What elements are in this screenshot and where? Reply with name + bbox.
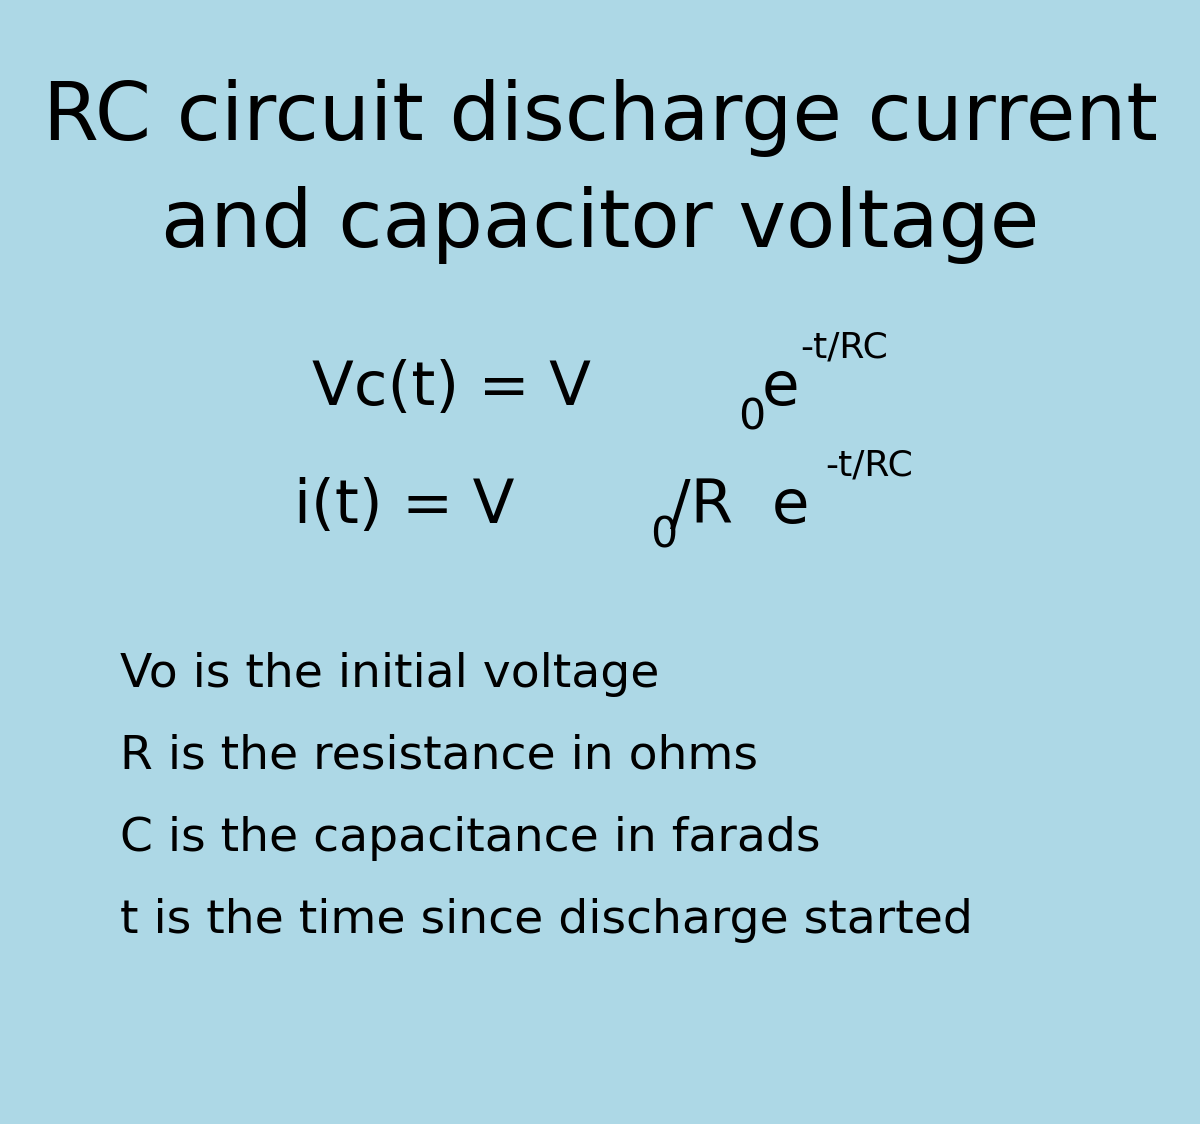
- Text: RC circuit discharge current: RC circuit discharge current: [42, 79, 1158, 157]
- Text: t is the time since discharge started: t is the time since discharge started: [120, 898, 973, 943]
- Text: e: e: [762, 359, 799, 418]
- Text: i(t) = V: i(t) = V: [294, 477, 515, 536]
- Text: -t/RC: -t/RC: [800, 330, 888, 364]
- Text: Vo is the initial voltage: Vo is the initial voltage: [120, 652, 659, 697]
- Text: Vc(t) = V: Vc(t) = V: [312, 359, 592, 418]
- Text: and capacitor voltage: and capacitor voltage: [161, 185, 1039, 264]
- Text: C is the capacitance in farads: C is the capacitance in farads: [120, 816, 821, 861]
- Text: /R  e: /R e: [670, 477, 809, 536]
- Text: 0: 0: [650, 515, 678, 556]
- Text: R is the resistance in ohms: R is the resistance in ohms: [120, 734, 758, 779]
- Text: 0: 0: [738, 397, 766, 438]
- Text: -t/RC: -t/RC: [826, 448, 913, 482]
